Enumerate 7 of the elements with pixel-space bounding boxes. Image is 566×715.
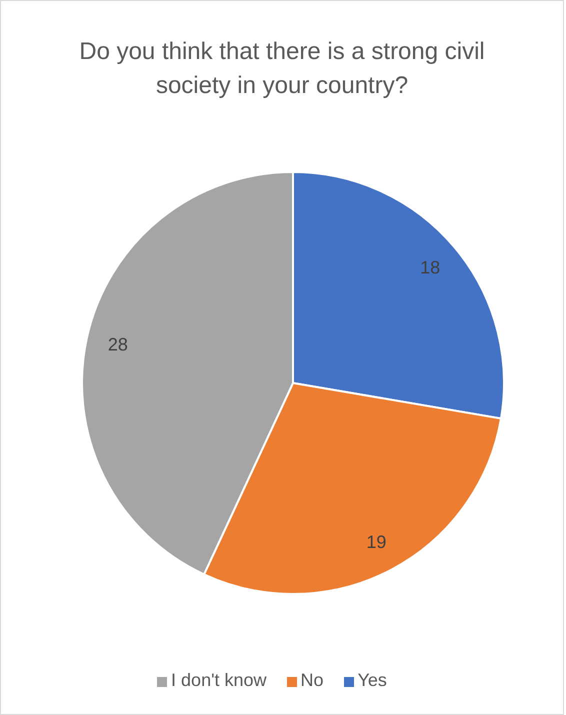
legend-label: Yes [358,670,387,690]
legend-label: No [300,670,324,690]
legend-label: I don't know [171,670,267,690]
data-label: 28 [108,334,128,354]
chart-title: Do you think that there is a strong civil society in your country? [78,37,486,101]
data-label: 18 [420,257,440,278]
data-label: 19 [366,532,386,552]
